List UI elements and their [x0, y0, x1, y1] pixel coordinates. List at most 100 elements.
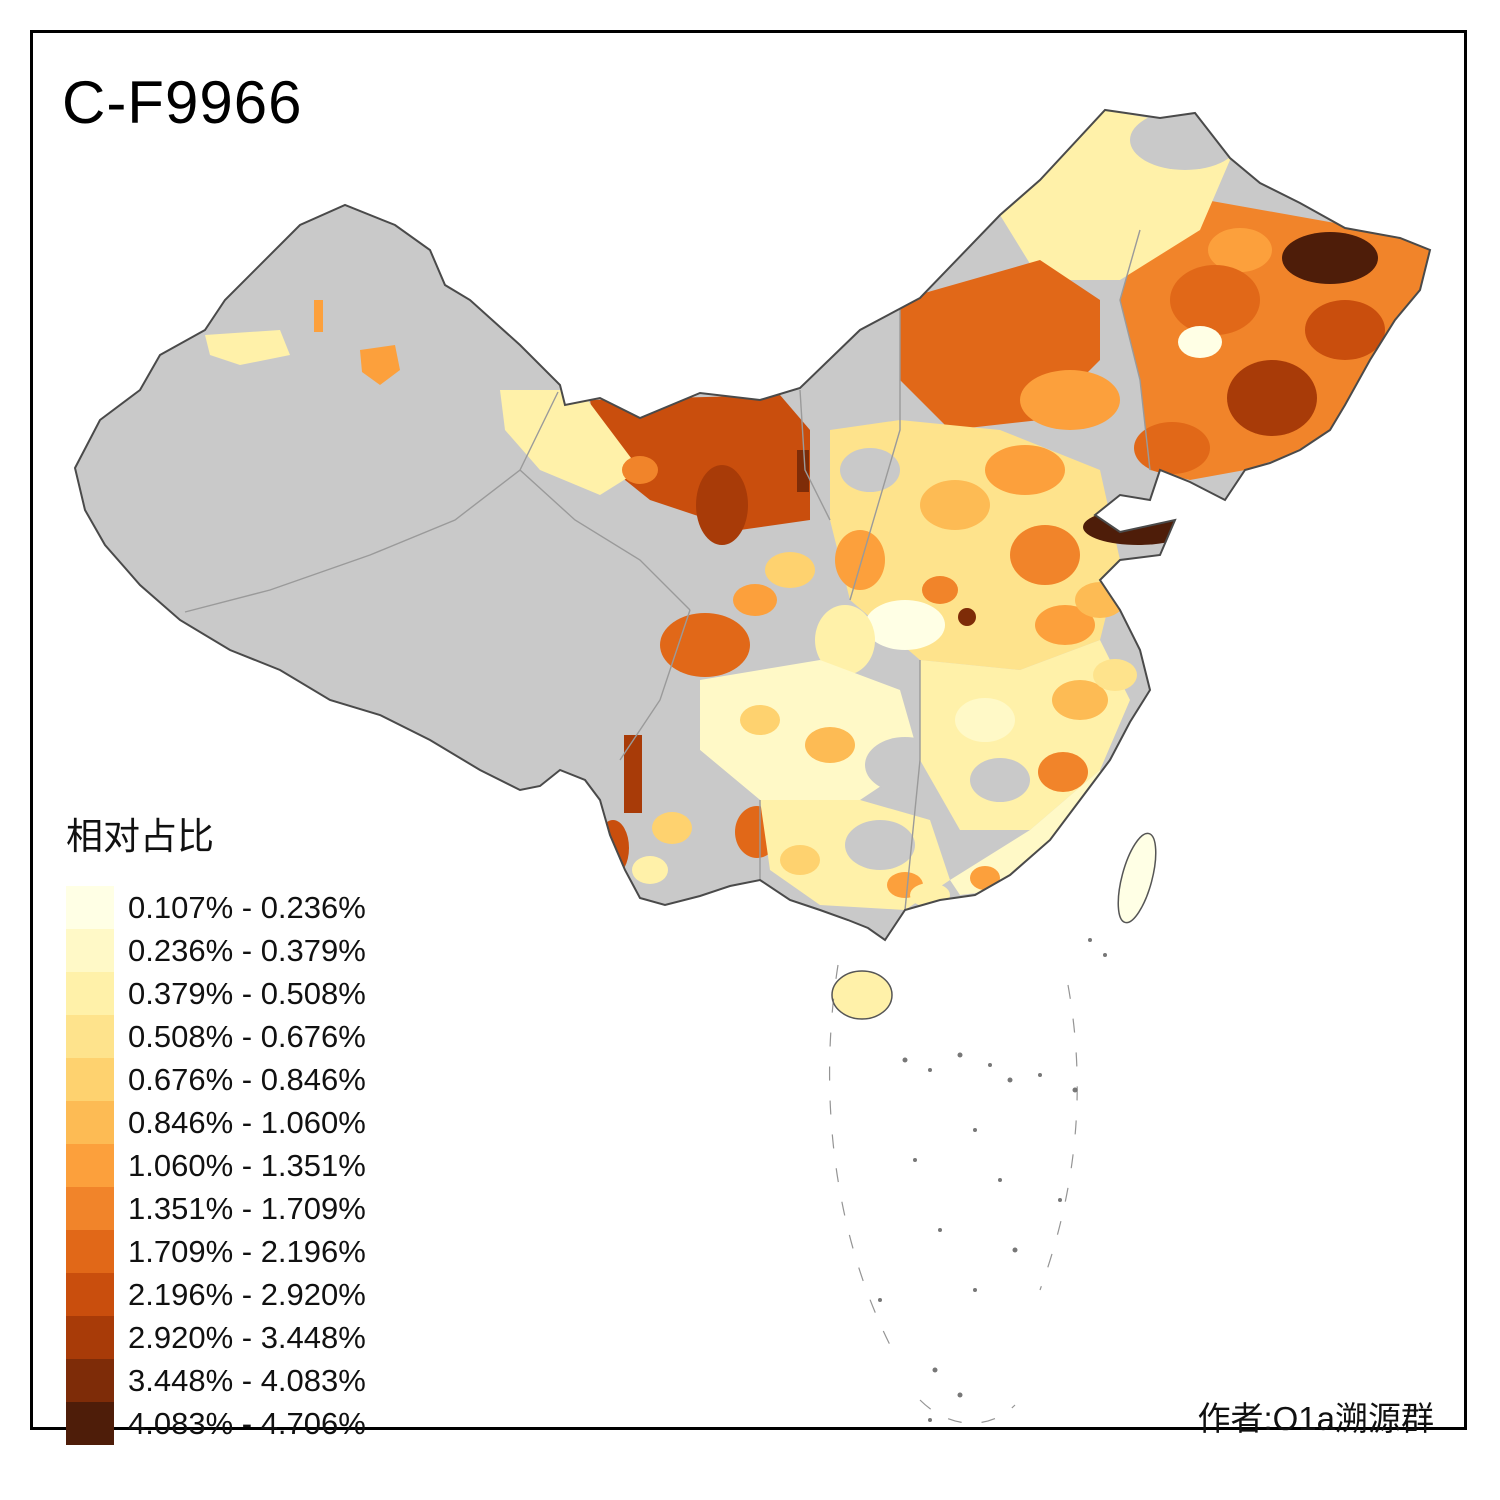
legend-swatch	[66, 1058, 114, 1101]
legend-label: 0.846% - 1.060%	[128, 1104, 366, 1140]
region-patch	[970, 758, 1030, 802]
region-patch	[1227, 360, 1317, 436]
region-patch	[740, 705, 780, 735]
region-patch	[624, 735, 642, 813]
region-patch	[922, 576, 958, 604]
region-patch	[840, 448, 900, 492]
legend-label: 1.709% - 2.196%	[128, 1233, 366, 1269]
region-patch	[920, 480, 990, 530]
legend-row: 1.351% - 1.709%	[66, 1187, 366, 1230]
region-patch	[1093, 659, 1137, 691]
region-patch	[500, 390, 640, 495]
legend-label: 1.060% - 1.351%	[128, 1147, 366, 1183]
legend-rows: 0.107% - 0.236% 0.236% - 0.379% 0.379% -…	[66, 886, 366, 1445]
legend-swatch	[66, 972, 114, 1015]
region-patch	[1038, 752, 1088, 792]
region-patch	[797, 450, 809, 492]
region-patch	[696, 465, 748, 545]
region-patch	[360, 345, 400, 385]
region-patch	[958, 608, 976, 626]
region-patch	[1305, 300, 1385, 360]
region-patch	[660, 613, 750, 677]
region-patch	[652, 812, 692, 844]
legend-label: 0.508% - 0.676%	[128, 1018, 366, 1054]
legend: 相对占比 0.107% - 0.236% 0.236% - 0.379% 0.3…	[66, 806, 366, 1445]
region-patch	[1170, 265, 1260, 335]
legend-swatch	[66, 1187, 114, 1230]
legend-swatch	[66, 886, 114, 929]
region-patches	[184, 110, 1430, 911]
region-patch	[1178, 326, 1222, 358]
legend-swatch	[66, 1359, 114, 1402]
region-patch	[1130, 110, 1240, 170]
region-patch	[1083, 509, 1193, 545]
region-patch	[835, 530, 885, 590]
legend-row: 4.083% - 4.706%	[66, 1402, 366, 1445]
region-patch	[985, 445, 1065, 495]
taiwan-island	[1117, 832, 1157, 924]
region-patch	[632, 856, 668, 884]
legend-label: 1.351% - 1.709%	[128, 1190, 366, 1226]
region-patch	[970, 866, 1000, 890]
region-patch	[955, 698, 1015, 742]
sea-boundary-dashes	[828, 964, 1078, 1424]
region-patch	[1282, 232, 1378, 284]
province-borders	[184, 229, 1151, 911]
legend-swatch	[66, 1101, 114, 1144]
legend-swatch	[66, 1402, 114, 1445]
region-patch	[1010, 525, 1080, 585]
legend-row: 2.196% - 2.920%	[66, 1273, 366, 1316]
legend-row: 1.060% - 1.351%	[66, 1144, 366, 1187]
legend-title: 相对占比	[66, 816, 214, 857]
region-patch	[1020, 370, 1120, 430]
region-patch	[845, 820, 915, 870]
legend-swatch	[66, 1144, 114, 1187]
hainan-island	[831, 970, 893, 1020]
legend-row: 3.448% - 4.083%	[66, 1359, 366, 1402]
region-patch	[733, 584, 777, 616]
region-patch	[1208, 228, 1272, 272]
region-patch	[950, 770, 1110, 895]
legend-row: 0.846% - 1.060%	[66, 1101, 366, 1144]
legend-label: 3.448% - 4.083%	[128, 1362, 366, 1398]
legend-label: 2.196% - 2.920%	[128, 1276, 366, 1312]
region-patch	[622, 456, 658, 484]
author-credit: 作者:O1a溯源群	[1197, 1400, 1434, 1437]
mainland-outline	[73, 108, 1432, 942]
legend-row: 0.676% - 0.846%	[66, 1058, 366, 1101]
legend-row: 0.107% - 0.236%	[66, 886, 366, 929]
region-patch	[1134, 422, 1210, 474]
region-patch	[815, 605, 875, 675]
legend-swatch	[66, 1230, 114, 1273]
legend-row: 0.236% - 0.379%	[66, 929, 366, 972]
region-patch	[1075, 582, 1125, 618]
legend-label: 0.676% - 0.846%	[128, 1061, 366, 1097]
legend-label: 0.236% - 0.379%	[128, 932, 366, 968]
region-patch	[865, 600, 945, 650]
region-patch	[805, 727, 855, 763]
map-title: C-F9966	[62, 69, 303, 136]
region-patch	[314, 300, 323, 332]
legend-label: 2.920% - 3.448%	[128, 1319, 366, 1355]
legend-swatch	[66, 1273, 114, 1316]
region-patch	[590, 395, 810, 530]
legend-swatch	[66, 929, 114, 972]
south-china-sea-islands	[878, 938, 1107, 1422]
region-patch	[765, 552, 815, 588]
region-patch	[205, 330, 290, 365]
legend-row: 2.920% - 3.448%	[66, 1316, 366, 1359]
region-patch	[780, 845, 820, 875]
region-patch	[1035, 605, 1095, 645]
legend-label: 0.107% - 0.236%	[128, 889, 366, 925]
legend-label: 4.083% - 4.706%	[128, 1405, 366, 1441]
region-patch	[1052, 680, 1108, 720]
legend-row: 0.379% - 0.508%	[66, 972, 366, 1015]
legend-swatch	[66, 1015, 114, 1058]
china-map	[73, 108, 1432, 1424]
legend-row: 0.508% - 0.676%	[66, 1015, 366, 1058]
legend-row: 1.709% - 2.196%	[66, 1230, 366, 1273]
legend-swatch	[66, 1316, 114, 1359]
legend-label: 0.379% - 0.508%	[128, 975, 366, 1011]
